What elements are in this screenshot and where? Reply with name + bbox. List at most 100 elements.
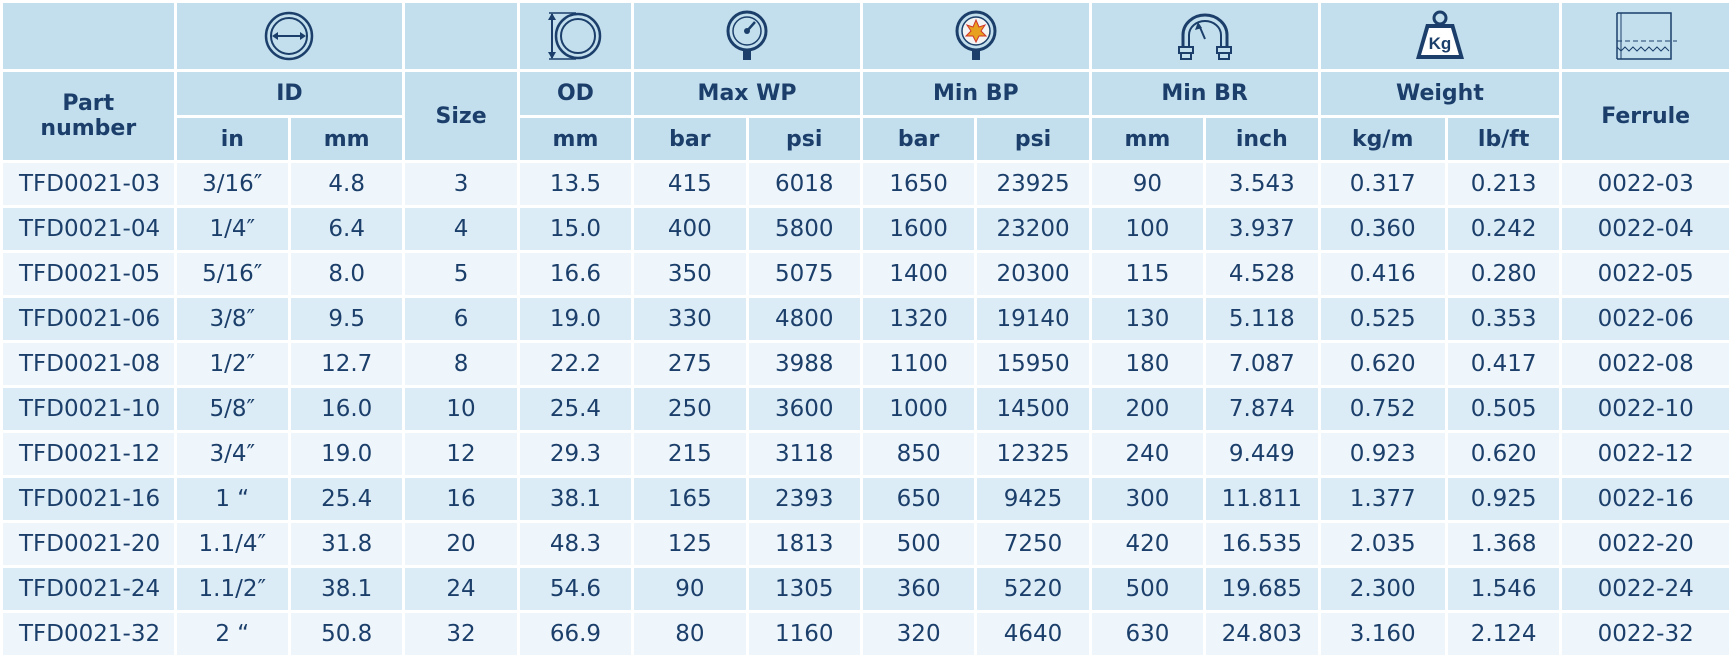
table-row: TFD0021-04 1/4″ 6.4 4 15.0 400 5800 1600 23200 10… xyxy=(3,208,1729,250)
unit-br-mm: mm xyxy=(1091,118,1204,160)
cell-id-in: 3/8″ xyxy=(176,298,288,340)
cell-wp-psi: 6018 xyxy=(748,163,860,205)
cell-size: 6 xyxy=(405,298,517,340)
part-number-header-line1: Part xyxy=(62,91,115,116)
cell-bp-psi: 4640 xyxy=(977,613,1089,655)
cell-br-inch: 7.874 xyxy=(1206,388,1318,430)
table-row: TFD0021-05 5/16″ 8.0 5 16.6 350 5075 1400 20300 1… xyxy=(3,253,1729,295)
weight-kg-icon: Kg xyxy=(1412,9,1468,63)
cell-od-mm: 48.3 xyxy=(519,523,632,565)
ferrule-icon xyxy=(1611,9,1681,63)
cell-wp-bar: 250 xyxy=(634,388,746,430)
header-row-1: Part number ID Size OD Max WP Min BP Min… xyxy=(3,72,1729,160)
table-row: TFD0021-03 3/16″ 4.8 3 13.5 415 6018 1650 23925 9… xyxy=(3,163,1729,205)
cell-id-in: 1 “ xyxy=(176,478,288,520)
cell-br-inch: 7.087 xyxy=(1206,343,1318,385)
cell-wp-psi: 3118 xyxy=(748,433,860,475)
cell-ferrule: 0022-16 xyxy=(1562,478,1729,520)
cell-od-mm: 38.1 xyxy=(519,478,632,520)
cell-size: 24 xyxy=(405,568,517,610)
cell-br-inch: 5.118 xyxy=(1206,298,1318,340)
icon-cell-max-wp xyxy=(634,3,860,69)
unit-od-mm: mm xyxy=(519,118,632,160)
cell-br-mm: 100 xyxy=(1091,208,1204,250)
icon-cell-min-bp xyxy=(862,3,1089,69)
cell-bp-psi: 20300 xyxy=(977,253,1089,295)
cell-w-kgm: 0.620 xyxy=(1320,343,1445,385)
cell-bp-bar: 320 xyxy=(862,613,975,655)
cell-bp-psi: 12325 xyxy=(977,433,1089,475)
cell-br-inch: 9.449 xyxy=(1206,433,1318,475)
cell-id-mm: 6.4 xyxy=(290,208,403,250)
cell-ferrule: 0022-24 xyxy=(1562,568,1729,610)
cell-id-mm: 8.0 xyxy=(290,253,403,295)
part-number-header: Part number xyxy=(3,72,174,160)
cell-bp-psi: 23925 xyxy=(977,163,1089,205)
icon-cell-min-br xyxy=(1091,3,1318,69)
cell-od-mm: 54.6 xyxy=(519,568,632,610)
unit-weight-kgm: kg/m xyxy=(1320,118,1445,160)
cell-wp-bar: 90 xyxy=(634,568,746,610)
cell-w-kgm: 0.752 xyxy=(1320,388,1445,430)
cell-part: TFD0021-08 xyxy=(3,343,174,385)
cell-bp-bar: 1400 xyxy=(862,253,975,295)
cell-w-lbft: 0.353 xyxy=(1447,298,1560,340)
cell-w-kgm: 2.300 xyxy=(1320,568,1445,610)
cell-br-mm: 180 xyxy=(1091,343,1204,385)
cell-part: TFD0021-05 xyxy=(3,253,174,295)
icon-cell-size xyxy=(405,3,517,69)
cell-od-mm: 22.2 xyxy=(519,343,632,385)
cell-w-lbft: 0.620 xyxy=(1447,433,1560,475)
unit-id-mm: mm xyxy=(290,118,403,160)
weight-header: Weight xyxy=(1320,72,1560,115)
cell-part: TFD0021-06 xyxy=(3,298,174,340)
cell-id-mm: 9.5 xyxy=(290,298,403,340)
cell-w-kgm: 0.360 xyxy=(1320,208,1445,250)
svg-text:Kg: Kg xyxy=(1429,34,1452,53)
unit-wp-bar: bar xyxy=(634,118,746,160)
cell-wp-psi: 5075 xyxy=(748,253,860,295)
unit-bp-bar: bar xyxy=(862,118,975,160)
cell-bp-bar: 1320 xyxy=(862,298,975,340)
cell-bp-psi: 5220 xyxy=(977,568,1089,610)
icon-row: Kg xyxy=(3,3,1729,69)
cell-wp-psi: 1813 xyxy=(748,523,860,565)
cell-part: TFD0021-10 xyxy=(3,388,174,430)
cell-part: TFD0021-24 xyxy=(3,568,174,610)
cell-br-mm: 420 xyxy=(1091,523,1204,565)
cell-od-mm: 66.9 xyxy=(519,613,632,655)
unit-weight-lbft: lb/ft xyxy=(1447,118,1560,160)
cell-br-mm: 200 xyxy=(1091,388,1204,430)
cell-id-in: 5/16″ xyxy=(176,253,288,295)
cell-w-kgm: 3.160 xyxy=(1320,613,1445,655)
cell-part: TFD0021-03 xyxy=(3,163,174,205)
bend-radius-icon xyxy=(1173,9,1237,63)
size-header: Size xyxy=(405,72,517,160)
cell-br-inch: 24.803 xyxy=(1206,613,1318,655)
min-br-header: Min BR xyxy=(1091,72,1318,115)
cell-br-inch: 3.543 xyxy=(1206,163,1318,205)
icon-cell-ferrule xyxy=(1562,3,1729,69)
table-row: TFD0021-06 3/8″ 9.5 6 19.0 330 4800 1320 19140 13… xyxy=(3,298,1729,340)
cell-bp-bar: 1100 xyxy=(862,343,975,385)
cell-w-kgm: 0.923 xyxy=(1320,433,1445,475)
cell-bp-psi: 23200 xyxy=(977,208,1089,250)
cell-id-in: 1.1/4″ xyxy=(176,523,288,565)
cell-id-in: 5/8″ xyxy=(176,388,288,430)
icon-cell-weight: Kg xyxy=(1320,3,1560,69)
cell-bp-bar: 1650 xyxy=(862,163,975,205)
cell-br-mm: 630 xyxy=(1091,613,1204,655)
cell-ferrule: 0022-04 xyxy=(1562,208,1729,250)
cell-od-mm: 15.0 xyxy=(519,208,632,250)
cell-br-inch: 16.535 xyxy=(1206,523,1318,565)
id-header: ID xyxy=(176,72,403,115)
cell-size: 12 xyxy=(405,433,517,475)
cell-wp-psi: 1305 xyxy=(748,568,860,610)
cell-w-lbft: 1.368 xyxy=(1447,523,1560,565)
cell-w-lbft: 0.505 xyxy=(1447,388,1560,430)
cell-wp-bar: 415 xyxy=(634,163,746,205)
cell-od-mm: 29.3 xyxy=(519,433,632,475)
cell-w-kgm: 0.317 xyxy=(1320,163,1445,205)
cell-wp-psi: 4800 xyxy=(748,298,860,340)
